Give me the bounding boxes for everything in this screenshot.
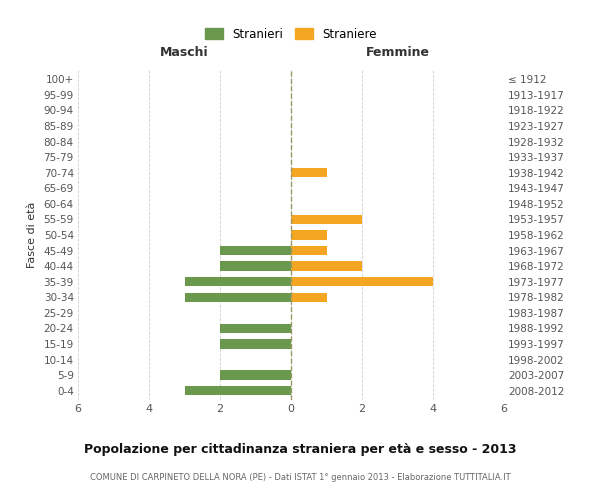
Bar — [220, 370, 291, 380]
Y-axis label: Fasce di età: Fasce di età — [26, 202, 37, 268]
Text: Femmine: Femmine — [365, 46, 430, 59]
Bar — [291, 246, 326, 255]
Legend: Stranieri, Straniere: Stranieri, Straniere — [200, 23, 382, 46]
Bar — [220, 262, 291, 271]
Bar — [291, 215, 362, 224]
Text: COMUNE DI CARPINETO DELLA NORA (PE) - Dati ISTAT 1° gennaio 2013 - Elaborazione : COMUNE DI CARPINETO DELLA NORA (PE) - Da… — [89, 472, 511, 482]
Bar — [291, 262, 362, 271]
Bar — [185, 292, 291, 302]
Bar — [185, 277, 291, 286]
Text: Popolazione per cittadinanza straniera per età e sesso - 2013: Popolazione per cittadinanza straniera p… — [84, 442, 516, 456]
Bar — [291, 292, 326, 302]
Bar — [220, 324, 291, 333]
Bar — [291, 277, 433, 286]
Bar — [185, 386, 291, 396]
Text: Maschi: Maschi — [160, 46, 209, 59]
Bar — [291, 168, 326, 177]
Bar — [220, 246, 291, 255]
Bar — [291, 230, 326, 239]
Bar — [220, 340, 291, 348]
